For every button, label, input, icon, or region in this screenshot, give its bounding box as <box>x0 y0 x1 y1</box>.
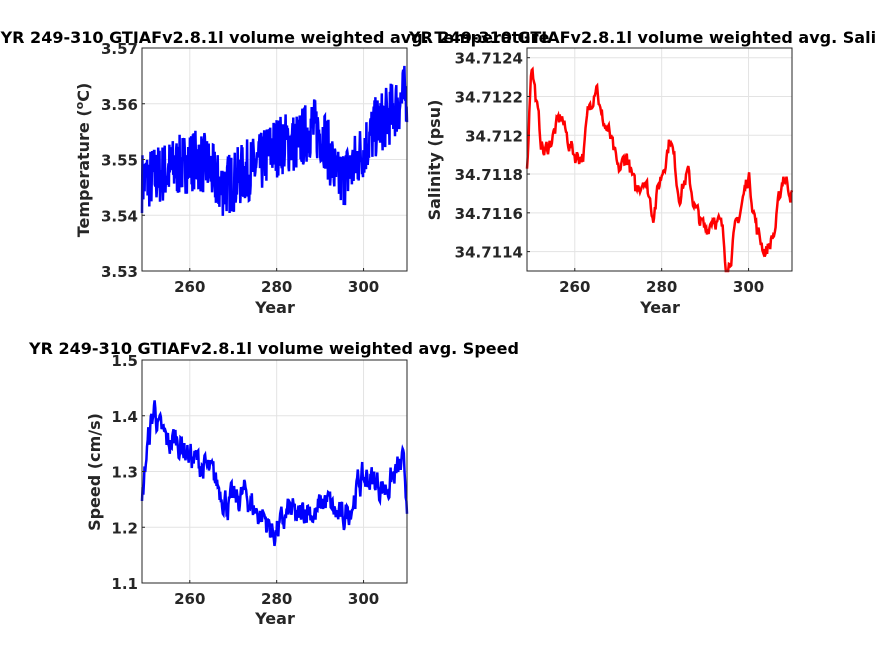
temperature-y-label: Temperature (oC) <box>73 83 93 238</box>
salinity-y-label: Salinity (psu) <box>425 100 444 221</box>
temperature-ticks: 260 280 300 3.53 3.54 3.55 3.56 3.57 <box>101 40 379 296</box>
speed-x-tick-label: 280 <box>261 590 292 608</box>
speed-y-tick-label: 1.4 <box>111 408 138 426</box>
temperature-y-tick-label: 3.57 <box>101 40 138 58</box>
salinity-y-tick-label: 34.7116 <box>455 205 523 223</box>
salinity-title: YR 249-310 GTIAFv2.8.1l volume weighted … <box>408 28 875 47</box>
temperature-y-tick-label: 3.53 <box>101 263 138 281</box>
speed-y-tick-label: 1.1 <box>111 575 138 593</box>
speed-series-line <box>140 400 409 547</box>
speed-y-tick-label: 1.5 <box>111 352 138 370</box>
salinity-x-tick-label: 280 <box>646 278 677 296</box>
salinity-x-tick-label: 300 <box>733 278 764 296</box>
speed-y-tick-label: 1.2 <box>111 519 138 537</box>
temperature-y-tick-label: 3.54 <box>101 207 138 225</box>
temperature-series-line <box>140 65 409 216</box>
salinity-grid <box>527 48 792 271</box>
temperature-x-tick-label: 280 <box>261 278 292 296</box>
salinity-plot-area <box>527 48 792 271</box>
salinity-x-tick-label: 260 <box>559 278 590 296</box>
temperature-x-tick-label: 260 <box>174 278 205 296</box>
salinity-x-label: Year <box>639 298 680 317</box>
speed-x-tick-label: 300 <box>348 590 379 608</box>
speed-x-tick-label: 260 <box>174 590 205 608</box>
temperature-title: YR 249-310 GTIAFv2.8.1l volume weighted … <box>0 28 550 47</box>
salinity-series-line <box>525 66 794 273</box>
salinity-panel: 260 280 300 34.7114 34.7116 34.7118 34.712 34.7… <box>408 28 875 317</box>
salinity-y-tick-label: 34.7114 <box>455 244 523 262</box>
speed-x-label: Year <box>254 609 295 628</box>
speed-y-label: Speed (cm/s) <box>85 413 104 531</box>
temperature-panel: 260 280 300 3.53 3.54 3.55 3.56 3.57 YR 249-310… <box>0 28 550 317</box>
temperature-x-tick-label: 300 <box>348 278 379 296</box>
salinity-y-tick-label: 34.7124 <box>455 50 523 68</box>
speed-title: YR 249-310 GTIAFv2.8.1l volume weighted … <box>28 339 519 358</box>
temperature-y-tick-label: 3.56 <box>101 96 138 114</box>
salinity-ticks: 260 280 300 34.7114 34.7116 34.7118 34.712 34.7… <box>455 50 765 296</box>
speed-y-tick-label: 1.3 <box>111 464 138 482</box>
salinity-axes-box <box>526 47 793 272</box>
speed-panel: 260 280 300 1.1 1.2 1.3 1.4 1.5 YR 249-310 GTIA… <box>28 339 519 628</box>
salinity-y-tick-label: 34.712 <box>465 127 523 145</box>
temperature-y-tick-label: 3.55 <box>101 152 138 170</box>
salinity-y-tick-label: 34.7122 <box>455 88 523 106</box>
salinity-y-tick-label: 34.7118 <box>455 166 523 184</box>
temperature-x-label: Year <box>254 298 295 317</box>
speed-ticks: 260 280 300 1.1 1.2 1.3 1.4 1.5 <box>111 352 379 608</box>
